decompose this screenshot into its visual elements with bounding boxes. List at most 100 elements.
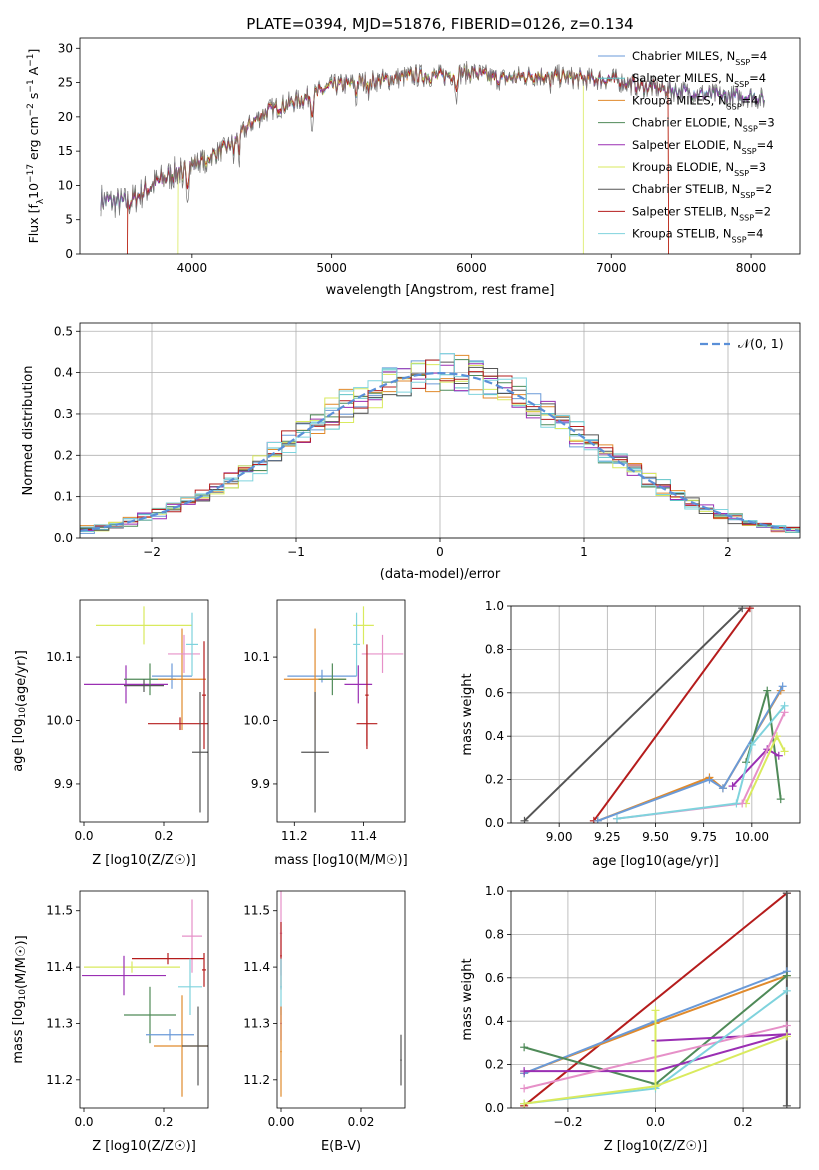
y-tick-label: 0	[65, 247, 73, 261]
label-part: Flux [f	[26, 204, 41, 244]
y-tick-label: 0.0	[485, 816, 504, 830]
x-tick-label: 4000	[177, 261, 208, 275]
label-part: (M/M☉)]	[14, 935, 29, 989]
label-part: SSP	[727, 102, 742, 111]
y-tick-label: 10.1	[46, 650, 73, 664]
label-part: (age/yr)]	[14, 650, 29, 707]
axes-frame	[276, 890, 406, 1109]
weight-line	[523, 607, 743, 822]
x-tick-label: 8000	[736, 261, 767, 275]
y-tick-label: 5	[65, 213, 73, 227]
axes-frame	[510, 890, 801, 1109]
y-tick-label: 0.4	[485, 1014, 504, 1028]
label-part: =2	[754, 204, 771, 218]
weight-line	[655, 1033, 787, 1042]
label-part: Kroupa STELIB, N	[632, 227, 732, 241]
x-tick-label: −2	[143, 545, 161, 559]
x-axis-label: age [log10(age/yr)]	[592, 854, 719, 869]
y-axis-label: Flux [fλ10−17 erg cm−2 s−1 A−1]	[26, 49, 46, 244]
y-tick-label: 11.2	[46, 1073, 73, 1087]
x-tick-label: 0.0	[74, 1115, 93, 1129]
label-part: =2	[755, 182, 772, 196]
mass-weight-vs-age-panel: 9.00 9.25 9.50 9.75 10.00 0.0 0.2 0.4 0.6 0.8 1.0 a…	[460, 599, 801, 869]
spectrum-lines	[100, 61, 765, 254]
x-axis-label: Z [log10(Z/Z☉)]	[92, 1139, 196, 1154]
x-tick-label: 9.25	[594, 830, 621, 844]
label-part: Salpeter ELODIE, N	[632, 138, 742, 152]
label-part: Kroupa ELODIE, N	[632, 160, 734, 174]
label-part: =4	[742, 93, 759, 107]
label-part: Kroupa MILES, N	[632, 93, 727, 107]
label-part: SSP	[742, 146, 757, 155]
weight-line	[597, 685, 784, 822]
label-part: =4	[747, 227, 764, 241]
y-tick-label: 20	[58, 110, 73, 124]
age-vs-z-panel: 0.0 0.2 9.9 10.0 10.1 Z [log10(Z/Z☉)] age [log…	[11, 599, 209, 868]
axes-frame	[79, 322, 801, 539]
weight-lines	[520, 891, 791, 1108]
y-tick-label: 0.8	[485, 642, 504, 656]
x-tick-label: 0.2	[734, 1115, 753, 1129]
y-tick-label: 25	[58, 76, 73, 90]
weight-line	[597, 690, 782, 822]
y-tick-label: 1.0	[485, 599, 504, 613]
label-part: age [log	[11, 719, 26, 772]
x-tick-label: 2	[724, 545, 732, 559]
x-tick-label: 9.50	[642, 830, 669, 844]
label-part: =3	[758, 116, 775, 130]
weight-line	[593, 607, 751, 822]
label-part: s	[26, 93, 41, 104]
x-tick-label: 9.75	[690, 830, 717, 844]
error-bars	[84, 606, 208, 813]
label-part: Chabrier ELODIE, N	[632, 116, 743, 130]
x-tick-label: 0	[436, 545, 444, 559]
error-bars	[82, 899, 208, 1097]
y-tick-label: 11.5	[46, 904, 73, 918]
x-tick-label: 10.00	[735, 830, 769, 844]
label-part: erg cm	[26, 116, 41, 164]
legend-label: Salpeter STELIB, NSSP=2	[632, 204, 771, 222]
label-part: =4	[757, 138, 774, 152]
y-axis-label: age [log10(age/yr)]	[11, 650, 29, 772]
label-part: SSP	[743, 124, 758, 133]
x-tick-label: 9.00	[546, 830, 573, 844]
label-part: mass [log	[11, 1000, 26, 1063]
y-axis-label: mass [log10(M/M☉)]	[11, 935, 29, 1063]
label-part: −2	[26, 103, 36, 116]
error-bars	[283, 606, 404, 813]
x-tick-label: 0.2	[154, 829, 173, 843]
x-tick-label: 0.2	[154, 1115, 173, 1129]
axes-frame	[79, 37, 801, 255]
x-axis-label: (data-model)/error	[380, 567, 501, 582]
mass-vs-z-panel: 0.0 0.2 11.2 11.3 11.4 11.5 Z [log10(Z/Z☉)] mas…	[11, 890, 209, 1154]
error-bars	[279, 891, 402, 1097]
label-part: SSP	[732, 235, 747, 244]
y-tick-label: 11.5	[243, 904, 270, 918]
label-part: mass weight	[460, 958, 475, 1040]
axes-frame	[79, 599, 209, 823]
x-axis-label: wavelength [Angstrom, rest frame]	[326, 283, 555, 298]
y-tick-label: 15	[58, 144, 73, 158]
label-part: Salpeter MILES, N	[632, 71, 734, 85]
y-tick-label: 0.2	[54, 448, 73, 462]
y-tick-label: 11.3	[46, 1016, 73, 1030]
y-tick-label: 11.4	[243, 960, 270, 974]
y-tick-label: 10	[58, 178, 73, 192]
axes-frame	[276, 599, 406, 823]
legend-label: Kroupa STELIB, NSSP=4	[632, 227, 763, 245]
y-tick-label: 9.9	[54, 777, 73, 791]
x-axis-label: Z [log10(Z/Z☉)]	[604, 1139, 708, 1154]
y-tick-label: 0.4	[485, 729, 504, 743]
label-part: −1	[26, 79, 36, 92]
legend-label: Chabrier ELODIE, NSSP=3	[632, 116, 775, 134]
x-tick-label: 11.2	[281, 829, 308, 843]
histograms	[80, 353, 800, 538]
y-tick-label: 11.4	[46, 960, 73, 974]
y-tick-label: 10.0	[46, 714, 73, 728]
label-part: ]	[26, 49, 41, 54]
y-axis-label: Normed distribution	[21, 366, 36, 496]
x-tick-label: 11.4	[350, 829, 377, 843]
legend-label: Salpeter ELODIE, NSSP=4	[632, 138, 774, 156]
